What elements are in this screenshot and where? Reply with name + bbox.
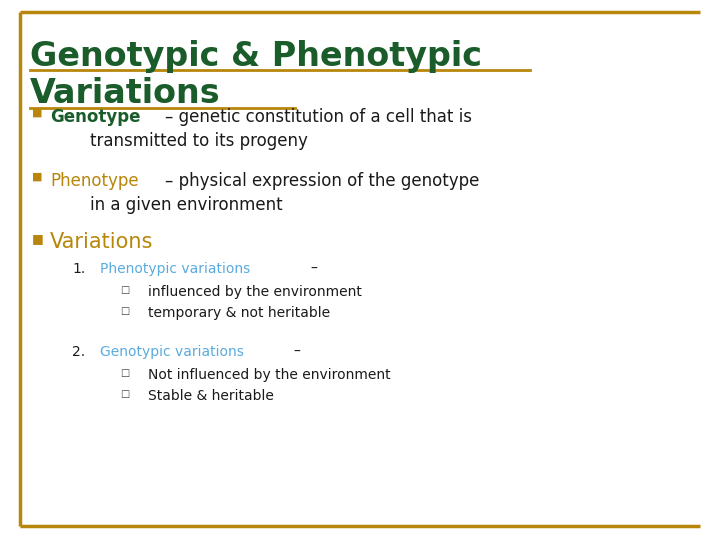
Text: Variations: Variations bbox=[50, 232, 153, 252]
Text: □: □ bbox=[120, 368, 130, 378]
Text: □: □ bbox=[120, 389, 130, 399]
Text: Variations: Variations bbox=[30, 77, 220, 110]
Text: Stable & heritable: Stable & heritable bbox=[148, 389, 274, 403]
Text: ■: ■ bbox=[32, 232, 44, 245]
Text: –: – bbox=[293, 345, 300, 359]
Text: transmitted to its progeny: transmitted to its progeny bbox=[90, 132, 308, 150]
Text: Phenotype: Phenotype bbox=[50, 172, 139, 190]
Text: Genotypic variations: Genotypic variations bbox=[100, 345, 244, 359]
Text: Genotypic & Phenotypic: Genotypic & Phenotypic bbox=[30, 40, 482, 73]
Text: Phenotypic variations: Phenotypic variations bbox=[100, 262, 251, 276]
Text: –: – bbox=[310, 262, 317, 276]
Text: □: □ bbox=[120, 306, 130, 316]
Text: – genetic constitution of a cell that is: – genetic constitution of a cell that is bbox=[165, 108, 472, 126]
Text: ■: ■ bbox=[32, 172, 42, 182]
Text: Genotype: Genotype bbox=[50, 108, 140, 126]
Text: □: □ bbox=[120, 285, 130, 295]
Text: influenced by the environment: influenced by the environment bbox=[148, 285, 362, 299]
Text: in a given environment: in a given environment bbox=[90, 196, 283, 214]
Text: 2.: 2. bbox=[72, 345, 85, 359]
Text: ■: ■ bbox=[32, 108, 42, 118]
Text: Not influenced by the environment: Not influenced by the environment bbox=[148, 368, 391, 382]
Text: temporary & not heritable: temporary & not heritable bbox=[148, 306, 330, 320]
Text: – physical expression of the genotype: – physical expression of the genotype bbox=[165, 172, 480, 190]
Text: 1.: 1. bbox=[72, 262, 85, 276]
